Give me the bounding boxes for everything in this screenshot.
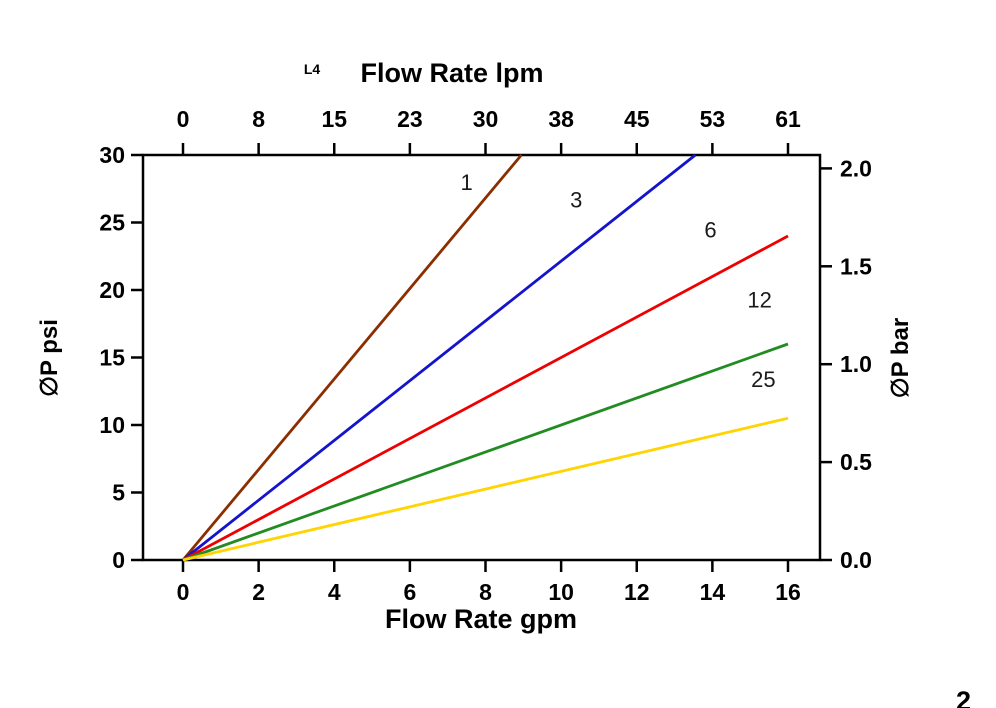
right-axis-tick-label: 0.0: [840, 547, 872, 573]
top-axis-tick-label: 38: [548, 106, 574, 132]
bottom-axis-tick-label: 10: [548, 579, 574, 605]
right-axis-title: ∅P bar: [887, 318, 914, 399]
left-axis-title: ∅P psi: [36, 319, 63, 397]
left-axis-tick-label: 25: [99, 210, 125, 236]
series-label-6: 6: [704, 217, 716, 242]
left-axis-tick-label: 0: [112, 547, 125, 573]
series-label-3: 3: [570, 188, 582, 213]
top-axis-tick-label: 8: [252, 106, 265, 132]
corner-mark: 2: [956, 686, 972, 708]
top-axis-title: Flow Rate lpm: [360, 58, 543, 88]
series-line-3: [182, 153, 697, 562]
right-axis-tick-label: 2.0: [840, 155, 872, 181]
top-axis-tick-label: 0: [177, 106, 190, 132]
right-axis-tick-label: 1.0: [840, 351, 872, 377]
series-label-12: 12: [747, 288, 771, 313]
bottom-axis-tick-label: 12: [624, 579, 650, 605]
left-axis-tick-label: 15: [99, 345, 125, 371]
top-axis-tick-label: 23: [397, 106, 423, 132]
series-line-25: [182, 416, 789, 562]
left-axis-tick-label: 10: [99, 412, 125, 438]
plot-frame: [141, 153, 822, 562]
top-axis-tick-label: 61: [775, 106, 801, 132]
bottom-axis-tick-label: 6: [403, 579, 416, 605]
series-line-12: [182, 342, 789, 562]
bottom-axis-title: Flow Rate gpm: [385, 604, 577, 634]
top-axis-tick-label: 15: [321, 106, 347, 132]
top-axis-tick-label: 45: [624, 106, 650, 132]
right-axis-tick-label: 0.5: [840, 449, 872, 475]
bottom-axis-tick-label: 4: [328, 579, 341, 605]
plot-area: 0028415623830103812451453166105101520253…: [99, 106, 872, 605]
left-axis-tick-label: 5: [112, 480, 125, 506]
bottom-axis-tick-label: 0: [177, 579, 190, 605]
left-axis-tick-label: 20: [99, 277, 125, 303]
bottom-axis-tick-label: 14: [700, 579, 726, 605]
series-label-25: 25: [751, 367, 775, 392]
series-label-1: 1: [460, 170, 472, 195]
right-axis-tick-label: 1.5: [840, 253, 872, 279]
bottom-axis-tick-label: 16: [775, 579, 801, 605]
left-axis-tick-label: 30: [99, 142, 125, 168]
series-line-1: [181, 154, 523, 561]
bottom-axis-tick-label: 2: [252, 579, 265, 605]
top-axis-tick-label: 30: [473, 106, 499, 132]
series-line-6: [182, 234, 789, 562]
bottom-axis-tick-label: 8: [479, 579, 492, 605]
chart-annotation-l4: L4: [304, 61, 321, 77]
top-axis-tick-label: 53: [700, 106, 726, 132]
